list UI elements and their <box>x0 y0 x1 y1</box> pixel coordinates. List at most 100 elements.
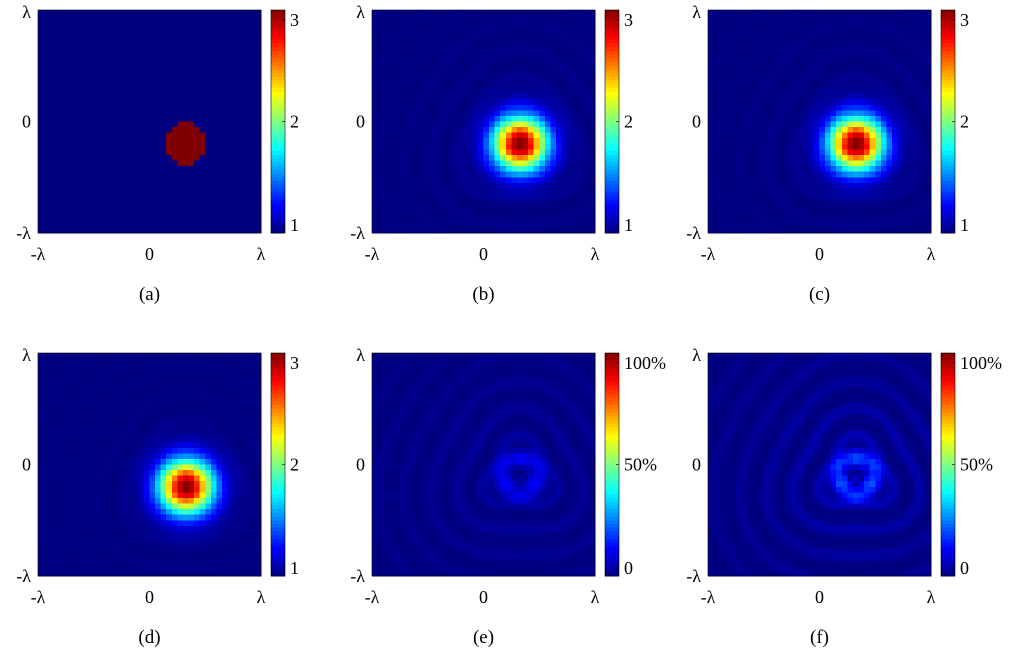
heatmap-cell <box>719 93 726 100</box>
heatmap-cell <box>897 104 904 111</box>
heatmap-cell <box>210 99 217 106</box>
heatmap-cell <box>104 188 112 195</box>
heatmap-cell <box>444 143 451 150</box>
heatmap-cell <box>82 121 89 128</box>
heatmap-cell <box>238 115 245 123</box>
heatmap-cell <box>450 210 457 217</box>
heatmap-cell <box>522 88 529 95</box>
heatmap-cell <box>578 60 585 67</box>
heatmap-cell <box>466 121 473 128</box>
heatmap-cell <box>93 104 100 111</box>
heatmap-cell <box>813 216 821 223</box>
heatmap-cell <box>763 132 770 139</box>
heatmap-cell <box>171 21 178 28</box>
heatmap-cell <box>99 82 106 89</box>
heatmap-cell <box>914 37 921 45</box>
heatmap-cell <box>505 210 512 217</box>
heatmap-cell <box>49 26 56 33</box>
heatmap-cell <box>735 199 743 206</box>
heatmap-cell <box>539 199 546 206</box>
heatmap-cell <box>238 154 245 162</box>
heatmap-cell <box>43 10 50 17</box>
heatmap-cell <box>858 177 865 184</box>
heatmap-cell <box>864 49 871 56</box>
heatmap-cell <box>786 110 793 117</box>
heatmap-cell <box>372 60 379 67</box>
colorbar-step <box>605 177 619 182</box>
heatmap <box>372 10 596 234</box>
heatmap-cell <box>82 143 89 150</box>
heatmap-cell <box>880 138 887 145</box>
heatmap-cell <box>422 76 429 84</box>
heatmap-cell <box>735 177 743 184</box>
heatmap-cell <box>505 221 512 229</box>
heatmap-cell <box>455 210 462 217</box>
heatmap-cell <box>49 188 56 195</box>
heatmap-cell <box>127 138 134 145</box>
heatmap-cell <box>221 210 229 217</box>
colorbar-tick-label: 3 <box>624 10 633 30</box>
heatmap-cell <box>160 32 167 39</box>
heatmap-cell <box>444 104 451 111</box>
heatmap-cell <box>500 160 507 167</box>
heatmap-cell <box>49 71 56 78</box>
heatmap-cell <box>875 71 882 78</box>
heatmap-cell <box>880 93 887 100</box>
heatmap-cell <box>411 210 418 217</box>
heatmap-cell <box>589 82 596 89</box>
heatmap-cell <box>82 15 89 22</box>
heatmap-cell <box>182 227 190 234</box>
heatmap-cell <box>483 43 490 50</box>
heatmap-cell <box>830 216 837 223</box>
heatmap-cell <box>516 99 524 106</box>
heatmap-cell <box>405 149 412 156</box>
heatmap-cell <box>847 199 854 206</box>
heatmap-cell <box>786 99 793 106</box>
heatmap-cell <box>494 205 501 212</box>
heatmap-cell <box>572 171 579 178</box>
heatmap-cell <box>171 43 178 50</box>
heatmap-cell <box>489 65 496 72</box>
heatmap-cell <box>455 149 462 156</box>
heatmap-cell <box>216 166 223 173</box>
heatmap-cell <box>752 93 759 100</box>
heatmap-cell <box>155 171 162 178</box>
heatmap-cell <box>110 205 117 212</box>
heatmap-cell <box>516 32 524 39</box>
heatmap-cell <box>763 93 770 100</box>
heatmap-cell <box>71 154 78 162</box>
heatmap-cell <box>377 82 384 89</box>
heatmap-cell <box>405 82 412 89</box>
heatmap-cell <box>199 193 206 201</box>
heatmap-cell <box>516 166 524 173</box>
heatmap-cell <box>533 65 540 72</box>
heatmap-cell <box>786 32 793 39</box>
heatmap-cell <box>238 193 245 201</box>
heatmap-cell <box>539 76 546 84</box>
heatmap-cell <box>719 26 726 33</box>
heatmap-cell <box>377 54 384 61</box>
heatmap-cell <box>166 104 173 111</box>
heatmap-cell <box>533 37 540 45</box>
heatmap-cell <box>138 32 145 39</box>
heatmap-cell <box>511 65 518 72</box>
heatmap-cell <box>416 182 423 189</box>
heatmap-cell <box>724 60 731 67</box>
heatmap-cell <box>166 193 173 201</box>
heatmap-cell <box>227 149 234 156</box>
heatmap-cell <box>539 121 546 128</box>
colorbar-step <box>941 69 955 74</box>
heatmap-cell <box>43 160 50 167</box>
heatmap-cell <box>489 138 496 145</box>
heatmap-cell <box>216 154 223 162</box>
heatmap-cell <box>891 193 899 201</box>
heatmap-cell <box>489 227 496 234</box>
heatmap-cell <box>155 32 162 39</box>
heatmap-cell <box>166 166 173 173</box>
heatmap-cell <box>708 10 715 17</box>
heatmap-cell <box>555 166 563 173</box>
heatmap-cell <box>528 127 535 134</box>
heatmap-cell <box>522 199 529 206</box>
heatmap-cell <box>589 188 596 195</box>
heatmap-cell <box>836 54 843 61</box>
